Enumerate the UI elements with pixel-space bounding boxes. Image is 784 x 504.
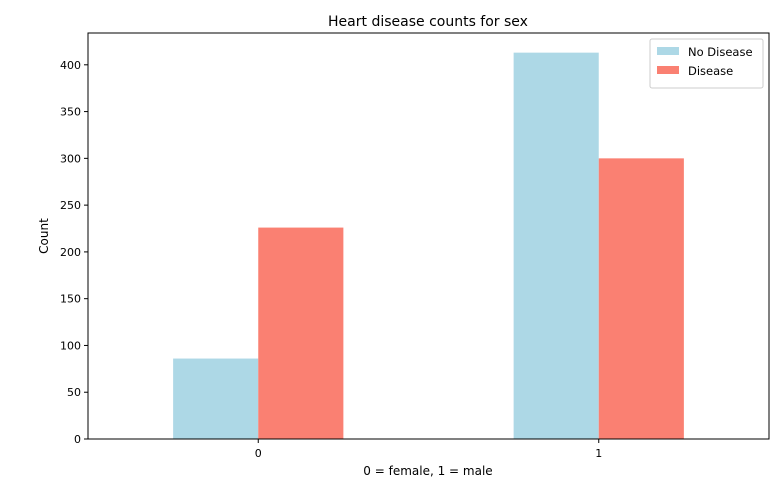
y-tick-label: 250 xyxy=(60,199,81,212)
legend-swatch xyxy=(657,47,679,55)
y-axis: 0 50 100 150 200 250 300 350 400 xyxy=(60,59,88,446)
y-tick-label: 350 xyxy=(60,106,81,119)
plot-frame xyxy=(87,32,770,440)
y-tick-label: 300 xyxy=(60,152,81,165)
y-axis-label: Count xyxy=(37,218,51,254)
bar-no-disease-0 xyxy=(173,358,259,439)
x-tick-label: 0 xyxy=(255,447,262,460)
x-axis-label: 0 = female, 1 = male xyxy=(363,464,492,478)
x-tick-label: 1 xyxy=(595,447,602,460)
bars-group xyxy=(173,52,684,439)
y-tick-label: 100 xyxy=(60,339,81,352)
y-tick-label: 200 xyxy=(60,246,81,259)
legend: No Disease Disease xyxy=(649,38,764,89)
bar-no-disease-1 xyxy=(513,52,599,439)
y-tick-label: 0 xyxy=(74,433,81,446)
y-tick-label: 150 xyxy=(60,293,81,306)
bar-disease-1 xyxy=(598,158,684,439)
legend-swatch xyxy=(657,66,679,74)
bar-disease-0 xyxy=(258,227,344,439)
y-tick-label: 50 xyxy=(67,386,81,399)
chart-title: Heart disease counts for sex xyxy=(328,14,528,30)
legend-label: No Disease xyxy=(688,45,753,59)
y-tick-label: 400 xyxy=(60,59,81,72)
legend-label: Disease xyxy=(688,64,733,78)
